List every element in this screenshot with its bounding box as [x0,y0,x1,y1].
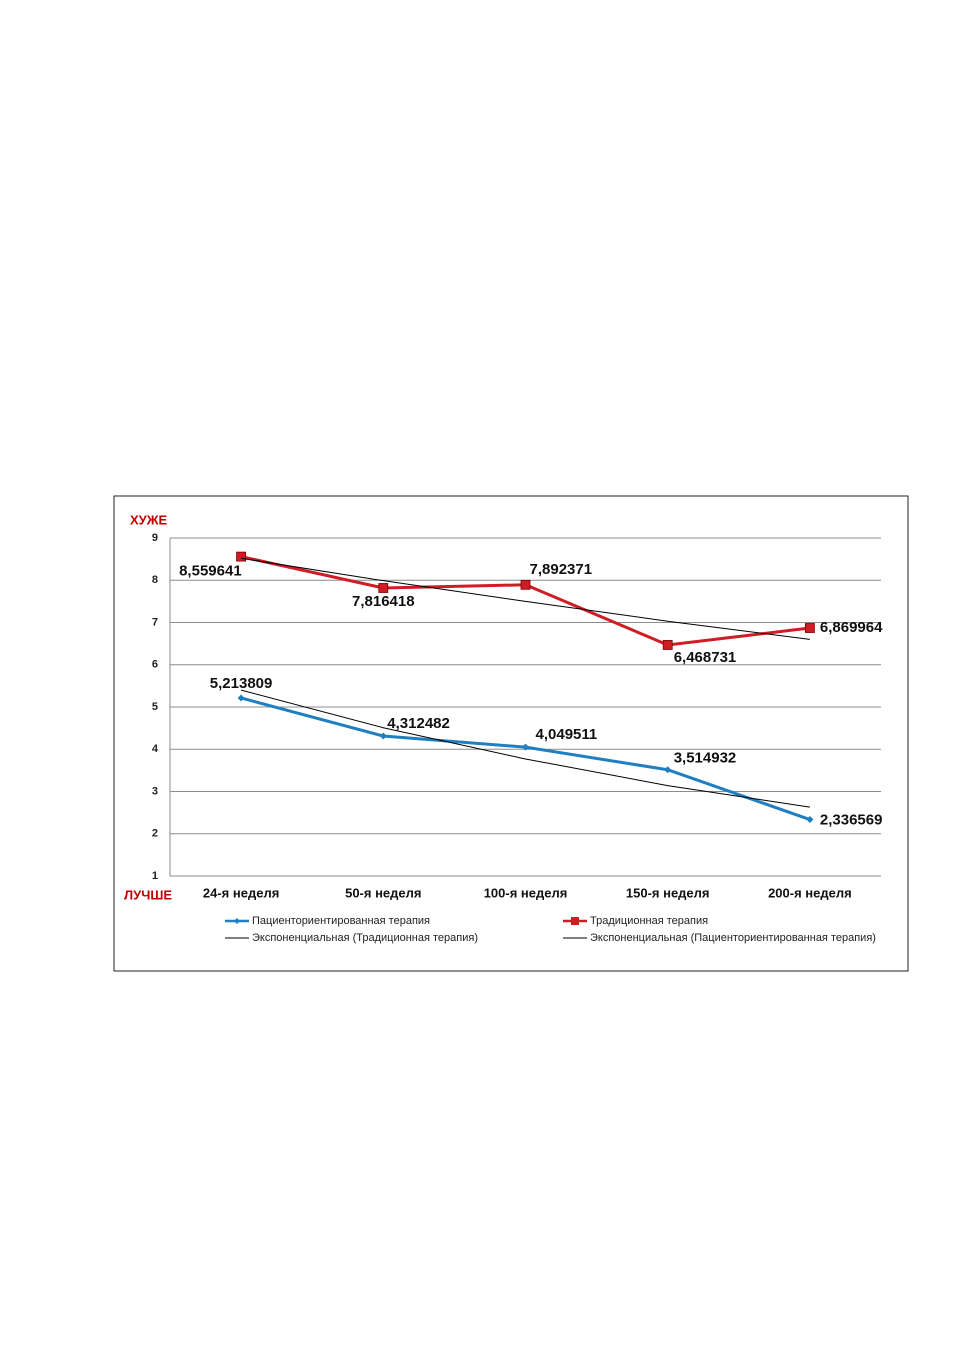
marker [805,623,815,633]
marker [520,579,531,590]
legend-marker [571,917,579,925]
legend-label: Традиционная терапия [590,915,708,927]
marker [522,743,529,751]
y-tick-label: 6 [152,659,158,671]
data-label: 2,336569 [820,811,883,828]
marker [236,551,247,562]
data-label: 6,468731 [674,649,737,666]
x-tick-label: 200-я неделя [768,885,852,900]
data-label: 7,892371 [530,561,593,578]
marker [664,766,672,774]
data-label: 8,559641 [179,563,242,580]
x-tick-label: 50-я неделя [345,885,421,900]
y-tick-label: 4 [152,743,159,755]
y-tick-label: 9 [152,532,158,544]
legend-label: Пациенториентированная терапия [252,915,430,927]
marker [662,640,673,650]
x-tick-label: 150-я неделя [626,885,710,900]
y-bottom-label: ЛУЧШЕ [124,887,172,902]
marker [379,732,387,740]
y-tick-label: 7 [152,616,158,628]
marker [378,583,389,593]
x-tick-label: 100-я неделя [484,885,568,900]
y-tick-label: 1 [152,870,158,882]
data-label: 4,049511 [536,726,598,743]
trend-line [240,689,810,808]
data-label: 4,312482 [387,715,450,732]
chart-frame [113,495,909,972]
marker [237,694,245,702]
legend-label: Экспоненциальная (Традиционная терапия) [252,932,478,944]
marker [806,816,814,824]
y-tick-label: 3 [152,785,158,797]
data-label: 6,869964 [820,619,883,636]
x-tick-label: 24-я неделя [203,885,279,900]
y-tick-label: 8 [152,574,158,586]
y-tick-label: 5 [152,701,158,713]
y-tick-label: 2 [152,828,158,840]
data-label: 5,213809 [210,675,273,692]
data-label: 3,514932 [674,750,737,767]
data-label: 7,816418 [352,593,415,610]
trend-line [241,557,810,640]
legend-marker [234,918,240,924]
legend-label: Экспоненциальная (Пациенториентированная… [590,932,876,944]
y-top-label: ХУЖЕ [130,512,168,527]
